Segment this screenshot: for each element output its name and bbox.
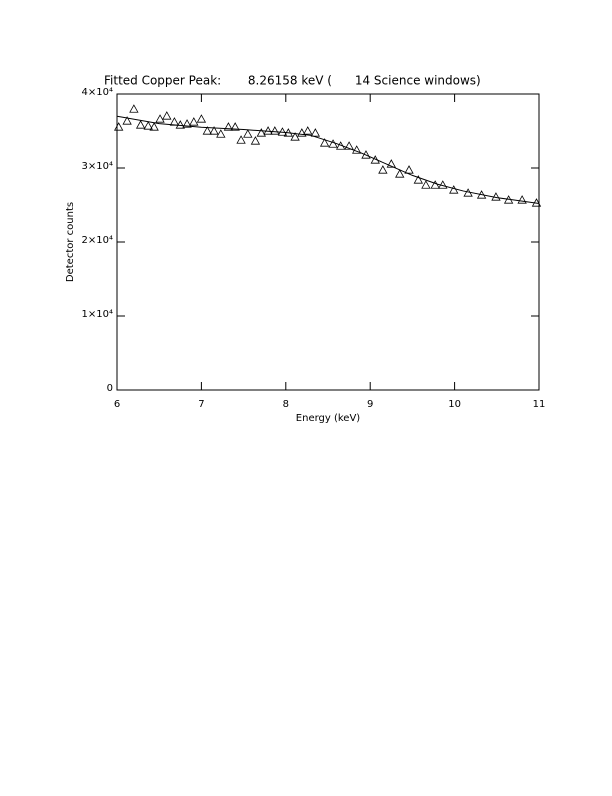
data-point — [162, 111, 172, 120]
chart-title: Fitted Copper Peak: 8.26158 keV ( 14 Sci… — [104, 74, 481, 88]
x-tick-label: 11 — [533, 399, 546, 410]
data-point — [256, 128, 267, 137]
data-point — [386, 159, 396, 168]
x-tick-label: 7 — [198, 399, 204, 410]
x-tick-label: 8 — [283, 399, 289, 410]
data-point — [344, 141, 354, 150]
data-point — [395, 169, 405, 178]
data-point — [122, 116, 132, 125]
data-point — [175, 120, 185, 129]
data-point — [216, 129, 226, 138]
data-point — [149, 122, 159, 131]
data-point — [230, 122, 240, 131]
data-point — [517, 195, 527, 204]
data-point — [413, 175, 423, 184]
data-point — [155, 114, 165, 123]
data-point — [270, 126, 280, 135]
y-axis-label: Detector counts — [65, 202, 76, 282]
data-point — [135, 120, 146, 129]
data-point — [303, 126, 313, 135]
fit-line — [116, 115, 540, 205]
data-point — [297, 128, 307, 137]
data-point — [404, 165, 414, 174]
data-point — [223, 122, 234, 131]
data-point — [250, 136, 261, 145]
y-tick-label: 2×10⁴ — [82, 235, 113, 246]
y-tick-label: 3×10⁴ — [82, 161, 113, 172]
x-tick-label: 9 — [367, 399, 373, 410]
data-point — [243, 129, 253, 138]
data-point — [209, 126, 219, 135]
data-point — [202, 126, 212, 135]
data-point — [143, 121, 153, 130]
data-point — [449, 185, 459, 194]
data-point — [129, 104, 139, 113]
data-point — [290, 132, 300, 141]
x-axis-label: Energy (keV) — [296, 413, 361, 424]
y-tick-label: 0 — [107, 383, 113, 394]
data-point — [236, 135, 246, 144]
data-point — [310, 128, 321, 137]
data-point — [421, 180, 431, 189]
y-tick-label: 4×10⁴ — [82, 87, 113, 98]
data-point — [189, 117, 199, 126]
data-point — [114, 122, 124, 131]
x-tick-label: 6 — [114, 399, 120, 410]
x-tick-label: 10 — [448, 399, 461, 410]
y-tick-label: 1×10⁴ — [82, 309, 113, 320]
data-point — [196, 114, 207, 123]
data-point — [352, 145, 362, 154]
data-point — [378, 165, 388, 174]
data-point — [319, 138, 330, 147]
data-point — [182, 119, 192, 128]
